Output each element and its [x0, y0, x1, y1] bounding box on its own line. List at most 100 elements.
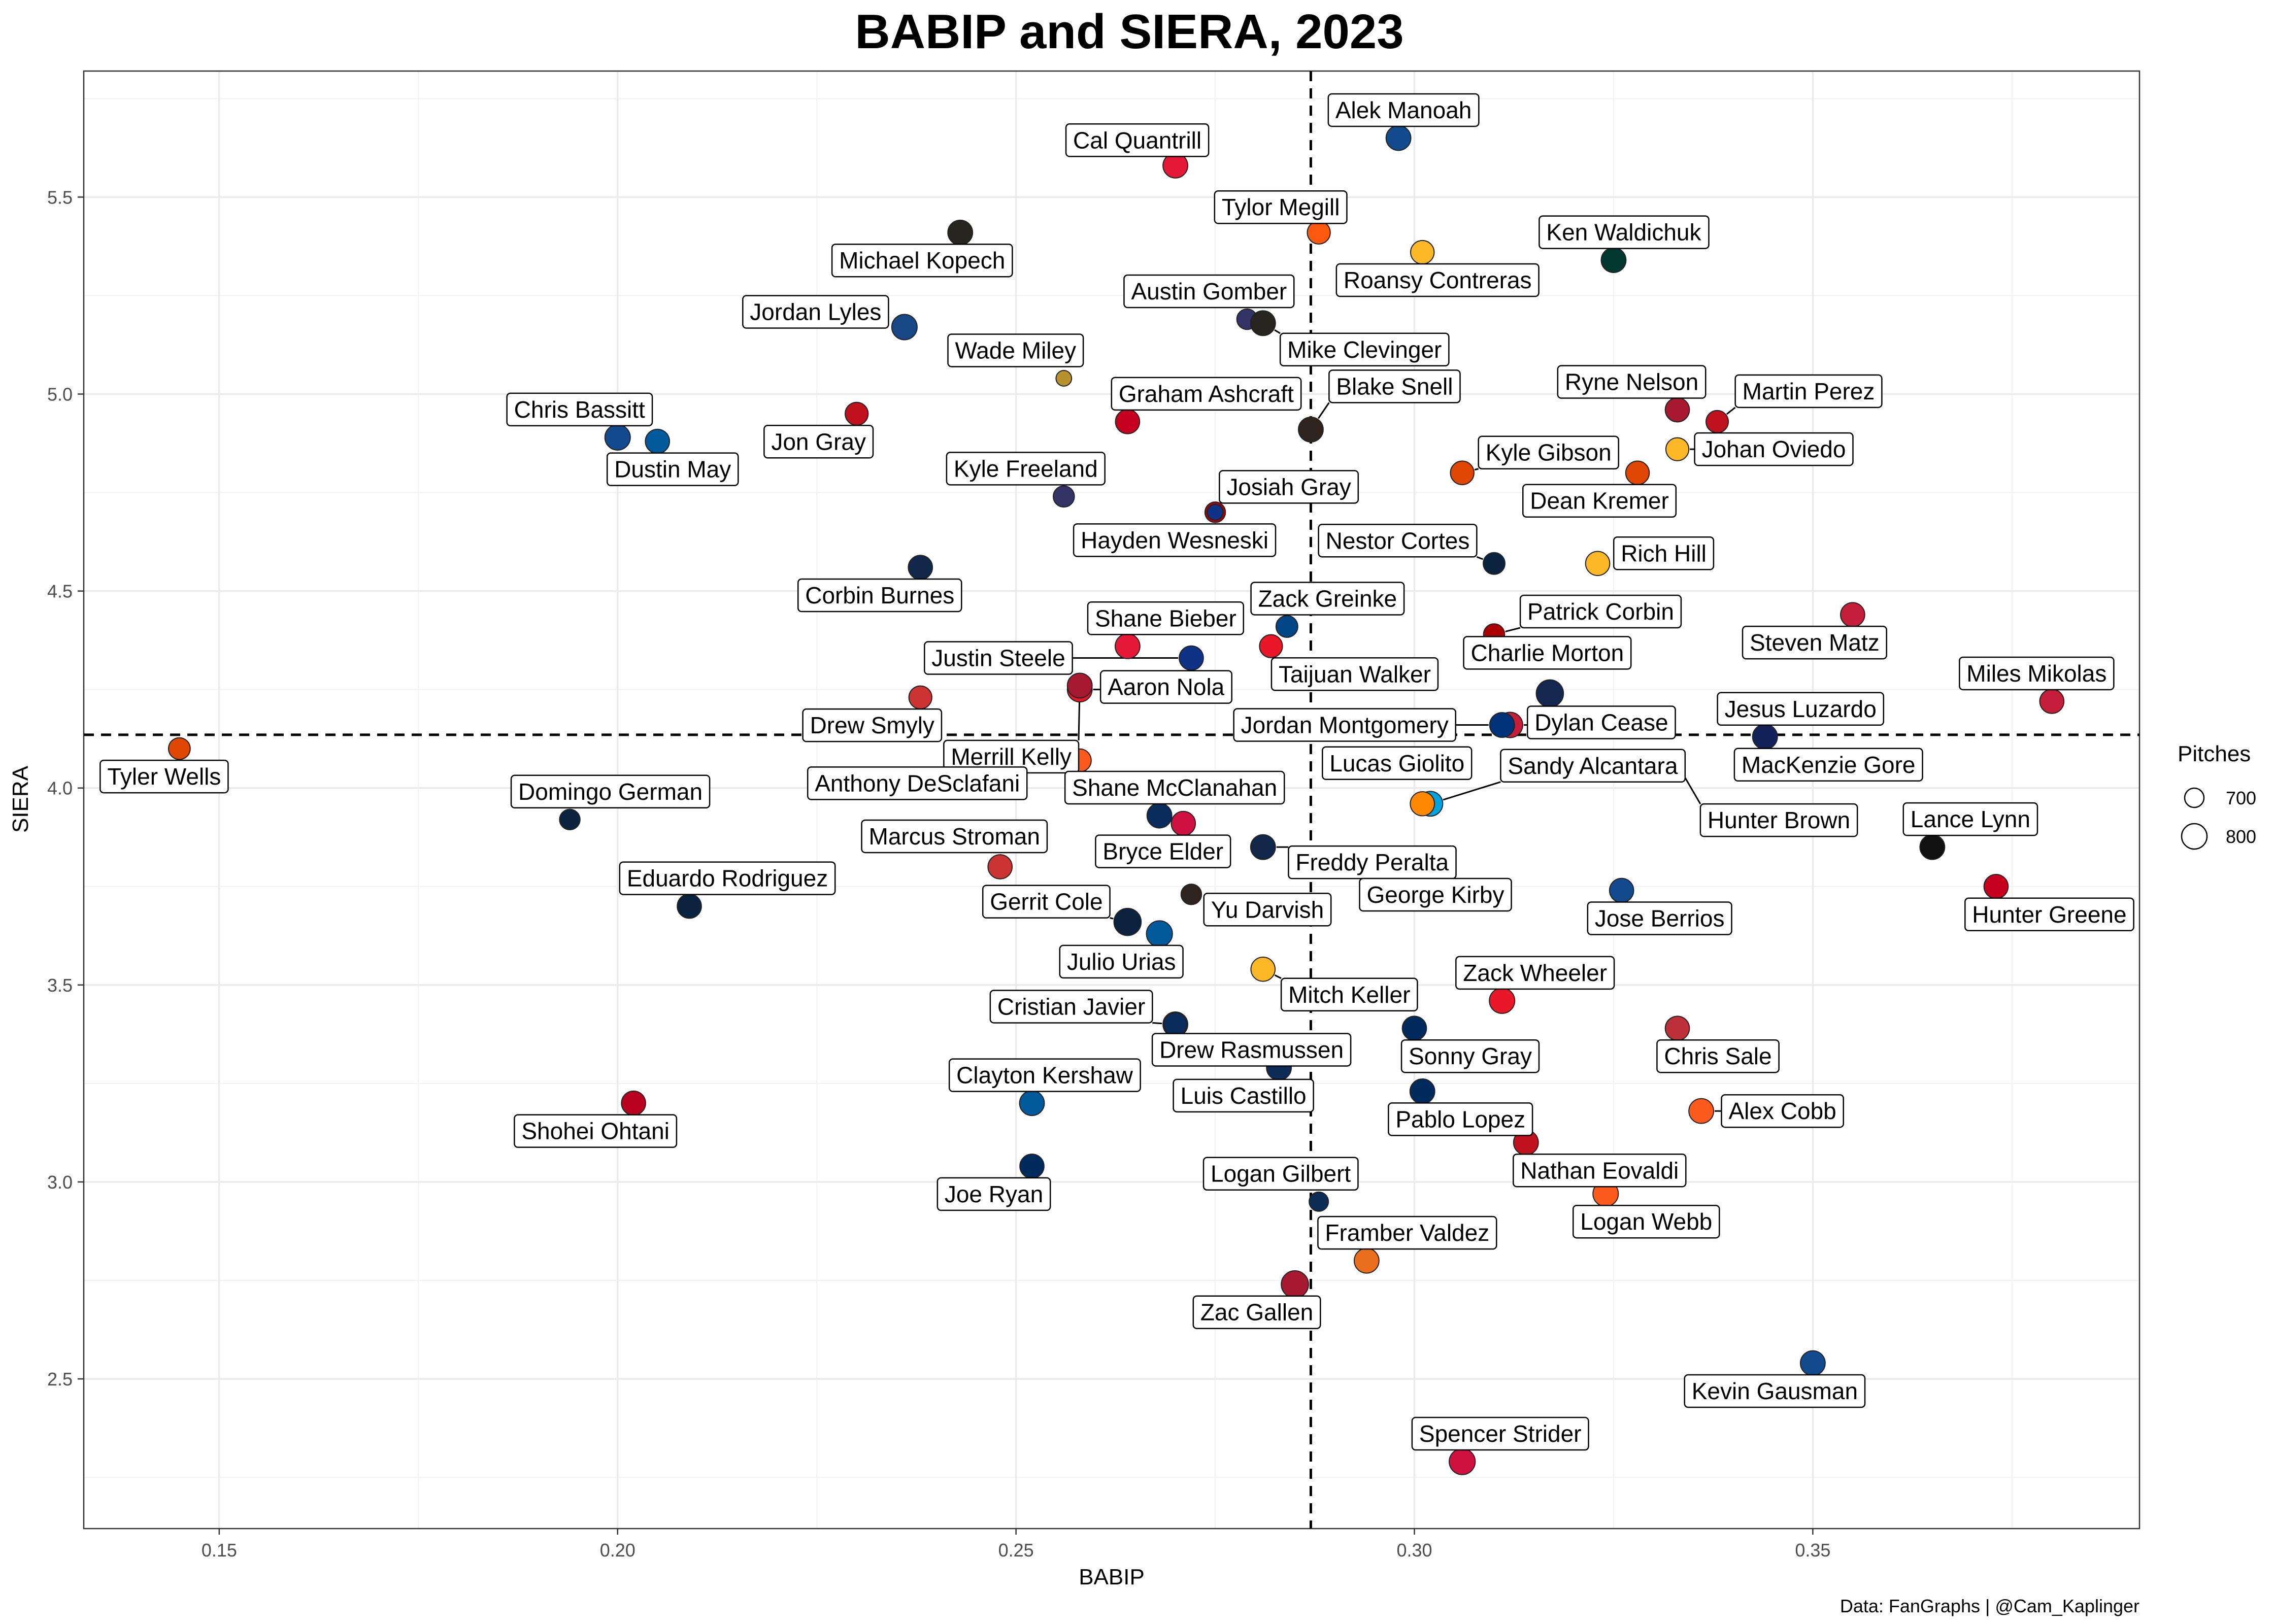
label-text: Sonny Gray: [1409, 1043, 1532, 1069]
label-text: Jose Berrios: [1595, 905, 1725, 932]
label-text: Jordan Montgomery: [1241, 712, 1449, 738]
point-shane-mcclanahan: [1146, 802, 1173, 829]
label-box: [946, 452, 1106, 486]
label-roansy-contreras: Roansy Contreras: [1335, 263, 1540, 297]
label-kyle-freeland: Kyle Freeland: [946, 452, 1106, 486]
leader-line: [1318, 402, 1330, 419]
label-drew-smyly: Drew Smyly: [802, 708, 943, 742]
label-text: Zack Greinke: [1258, 585, 1397, 612]
x-tick-label: 0.30: [1396, 1540, 1432, 1561]
label-box: [1959, 656, 2115, 691]
label-box: [1321, 746, 1473, 781]
point-eduardo-rodriguez: [677, 893, 702, 919]
label-josiah-gray: Josiah Gray: [1219, 470, 1359, 504]
point-chris-sale: [1664, 1016, 1690, 1041]
x-tick-label: 0.20: [600, 1540, 636, 1561]
label-text: Kyle Gibson: [1486, 439, 1612, 466]
label-joe-ryan: Joe Ryan: [937, 1177, 1051, 1211]
label-text: Drew Rasmussen: [1159, 1036, 1344, 1063]
label-text: Taijuan Walker: [1279, 661, 1431, 687]
point-logan-gilbert: [1309, 1191, 1329, 1212]
label-martin-perez: Martin Perez: [1734, 374, 1883, 409]
label-text: Chris Bassitt: [514, 396, 645, 423]
label-mitch-keller: Mitch Keller: [1280, 977, 1418, 1012]
label-text: Martin Perez: [1743, 378, 1875, 404]
legend-size-label-800: 800: [2226, 826, 2256, 847]
point-mitch-keller: [1250, 956, 1276, 982]
label-box: [619, 861, 836, 895]
x-axis-title: BABIP: [1079, 1565, 1145, 1589]
label-box: [1902, 802, 2038, 836]
point-corbin-burnes: [908, 555, 933, 580]
label-patrick-corbin: Patrick Corbin: [1519, 594, 1682, 629]
label-box: [1318, 524, 1478, 558]
label-ryne-nelson: Ryne Nelson: [1557, 365, 1707, 399]
label-text: Tylor Megill: [1222, 194, 1340, 220]
label-text: Hayden Wesneski: [1081, 527, 1268, 553]
point-lance-lynn: [1919, 834, 1946, 860]
point-clayton-kershaw: [1019, 1090, 1045, 1116]
point-hunter-greene: [1983, 873, 2009, 899]
y-tick-label: 4.5: [47, 581, 73, 602]
label-box: [1964, 897, 2134, 932]
label-text: Julio Urias: [1067, 949, 1176, 975]
label-text: Rich Hill: [1621, 540, 1707, 566]
point-tylor-megill: [1307, 220, 1331, 245]
label-ken-waldichuk: Ken Waldichuk: [1539, 215, 1710, 249]
label-box: [1279, 332, 1450, 367]
leader-line: [1474, 468, 1479, 471]
label-box: [1203, 893, 1332, 927]
label-text: Cristian Javier: [997, 993, 1145, 1020]
label-shane-bieber: Shane Bieber: [1087, 601, 1245, 635]
label-taijuan-walker: Taijuan Walker: [1270, 657, 1439, 691]
label-box: [1059, 944, 1184, 979]
label-text: Alex Cobb: [1729, 1098, 1836, 1124]
label-box: [1539, 215, 1710, 249]
label-dylan-cease: Dylan Cease: [1526, 705, 1676, 739]
point-shane-bieber: [1114, 633, 1141, 659]
label-text: Anthony DeSclafani: [815, 770, 1020, 796]
legend-title: Pitches: [2178, 741, 2251, 766]
label-box: [1123, 274, 1295, 309]
label-zac-gallen: Zac Gallen: [1192, 1295, 1321, 1329]
label-box: [948, 1058, 1141, 1092]
point-michael-kopech: [947, 219, 974, 246]
x-tick-label: 0.25: [998, 1540, 1034, 1561]
label-eduardo-rodriguez: Eduardo Rodriguez: [619, 861, 836, 895]
label-text: Pablo Lopez: [1395, 1106, 1525, 1132]
label-text: Johan Oviedo: [1702, 436, 1846, 462]
label-text: Dean Kremer: [1530, 488, 1669, 514]
leader-line: [1726, 407, 1736, 415]
label-text: Hunter Greene: [1972, 901, 2126, 928]
label-text: Nestor Cortes: [1326, 527, 1470, 554]
gridlines: [84, 71, 2139, 1529]
label-chris-bassitt: Chris Bassitt: [506, 392, 653, 427]
pitches-size-legend: Pitches 700 800: [2178, 741, 2256, 850]
leader-line: [1110, 917, 1114, 920]
label-box: [1219, 470, 1359, 504]
label-text: Clayton Kershaw: [956, 1062, 1133, 1089]
label-text: Freddy Peralta: [1295, 849, 1449, 875]
label-kevin-gausman: Kevin Gausman: [1684, 1374, 1866, 1408]
label-hunter-brown: Hunter Brown: [1699, 803, 1858, 837]
point-yu-darvish: [1180, 884, 1202, 905]
label-text: Dustin May: [614, 456, 731, 483]
label-box: [1400, 1039, 1540, 1073]
point-labels: Alek Manoah Cal Quantrill Tylor Megill Mich…: [99, 93, 2134, 1451]
leader-line: [1274, 329, 1281, 334]
point-justin-steele: [1179, 645, 1204, 671]
label-text: Tyler Wells: [107, 763, 221, 790]
leader-line: [1476, 556, 1484, 560]
label-box: [99, 759, 229, 794]
label-text: Shohei Ohtani: [521, 1118, 670, 1144]
label-text: Zac Gallen: [1200, 1299, 1313, 1326]
point-zack-wheeler: [1489, 987, 1516, 1014]
label-text: Patrick Corbin: [1527, 598, 1674, 625]
y-tick-label: 3.5: [47, 975, 73, 996]
label-luis-castillo: Luis Castillo: [1173, 1078, 1314, 1113]
label-text: Joe Ryan: [945, 1181, 1043, 1207]
label-box: [1656, 1039, 1780, 1073]
label-jose-berrios: Jose Berrios: [1587, 901, 1732, 935]
label-tylor-megill: Tylor Megill: [1214, 190, 1348, 224]
